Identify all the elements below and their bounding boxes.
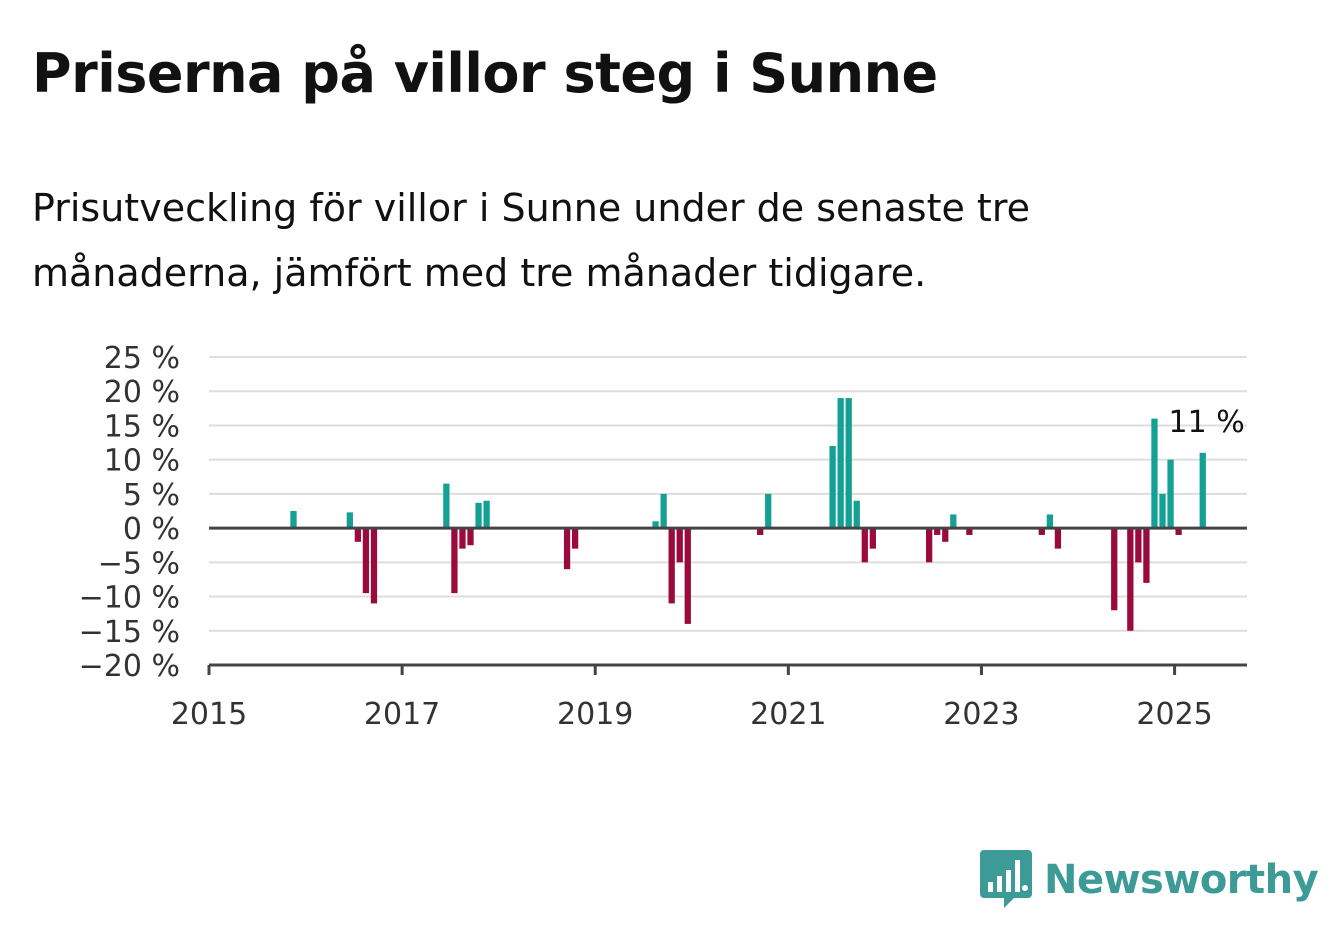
- bar: [837, 398, 844, 529]
- bar: [853, 500, 860, 529]
- bar: [1038, 528, 1045, 535]
- bar: [362, 528, 370, 594]
- y-tick-label: 25 %: [104, 341, 180, 376]
- bar: [966, 528, 973, 535]
- bar: [354, 528, 361, 542]
- bar: [950, 514, 957, 529]
- x-tick-label: 2015: [171, 697, 247, 732]
- y-tick-label: −10 %: [79, 581, 180, 616]
- bar: [1046, 514, 1053, 529]
- bar: [660, 493, 667, 529]
- y-axis-tick-labels: 25 %20 %15 %10 %5 %0 %−5 %−10 %−15 %−20 …: [79, 341, 180, 684]
- bar: [1159, 493, 1166, 529]
- bar: [676, 528, 683, 563]
- x-tick-label: 2017: [364, 697, 440, 732]
- gridlines: [209, 356, 1247, 632]
- y-tick-label: 5 %: [123, 478, 180, 513]
- bar: [483, 500, 490, 529]
- bar: [443, 483, 450, 529]
- bar: [829, 445, 836, 529]
- bar: [757, 528, 764, 535]
- bar: [290, 511, 297, 529]
- y-tick-label: 10 %: [104, 444, 180, 479]
- bar: [1151, 418, 1158, 529]
- bar: [926, 528, 933, 563]
- bar: [652, 521, 659, 529]
- y-tick-label: 15 %: [104, 409, 180, 444]
- bar: [845, 398, 852, 529]
- y-tick-label: 20 %: [104, 375, 180, 410]
- bar: [1143, 528, 1150, 583]
- bar: [1127, 528, 1134, 631]
- x-tick-label: 2023: [943, 697, 1019, 732]
- bar: [765, 493, 772, 529]
- bar: [467, 528, 474, 546]
- bar: [346, 512, 353, 529]
- bar: [869, 528, 876, 549]
- bar: [861, 528, 868, 563]
- bar: [571, 528, 579, 549]
- y-tick-label: 0 %: [123, 512, 180, 547]
- chart-title: Priserna på villor steg i Sunne: [32, 42, 938, 105]
- bar: [1167, 459, 1174, 529]
- x-tick-label: 2025: [1136, 697, 1212, 732]
- bar: [1111, 528, 1118, 611]
- bars: [290, 398, 1206, 631]
- y-tick-label: −5 %: [98, 546, 180, 581]
- bar: [459, 528, 466, 549]
- chart-subtitle: Prisutveckling för villor i Sunne under …: [32, 186, 1031, 295]
- y-tick-label: −15 %: [79, 615, 180, 650]
- bar: [1135, 528, 1142, 563]
- brand-name: Newsworthy: [1044, 857, 1319, 903]
- bar: [684, 528, 691, 624]
- newsworthy-logo: Newsworthy: [980, 850, 1319, 910]
- bar: [1175, 528, 1182, 535]
- bar: [1054, 528, 1062, 549]
- bar: [451, 528, 458, 594]
- x-axis-ticks: 2015 2017 2019 2021 2023 2025: [171, 665, 1213, 732]
- x-tick-label: 2019: [557, 697, 633, 732]
- bar: [1199, 452, 1206, 529]
- bar: [668, 528, 675, 604]
- bar: [370, 528, 378, 604]
- x-tick-label: 2021: [750, 697, 826, 732]
- y-tick-label: −20 %: [79, 649, 180, 684]
- bar: [942, 528, 949, 542]
- last-value-annotation: 11 %: [1169, 405, 1245, 440]
- bar-chart-speech-bubble-icon: [980, 850, 1032, 908]
- bar: [934, 528, 941, 535]
- bar: [475, 502, 482, 529]
- bar: [563, 528, 571, 570]
